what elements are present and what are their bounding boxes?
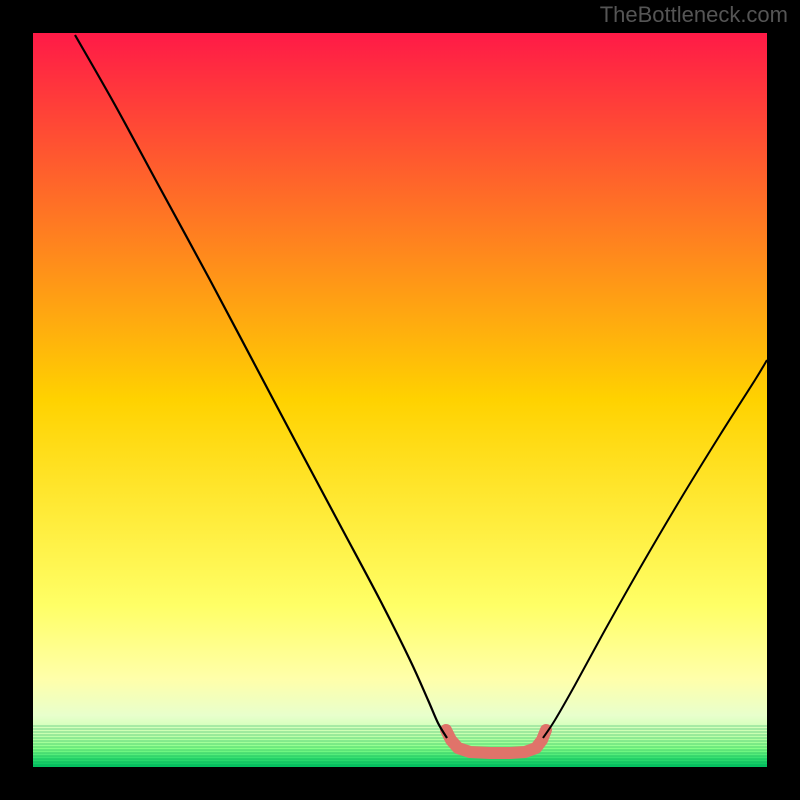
gradient-background [33, 33, 767, 767]
chart-container: TheBottleneck.com [0, 0, 800, 800]
chart-svg [0, 0, 800, 800]
